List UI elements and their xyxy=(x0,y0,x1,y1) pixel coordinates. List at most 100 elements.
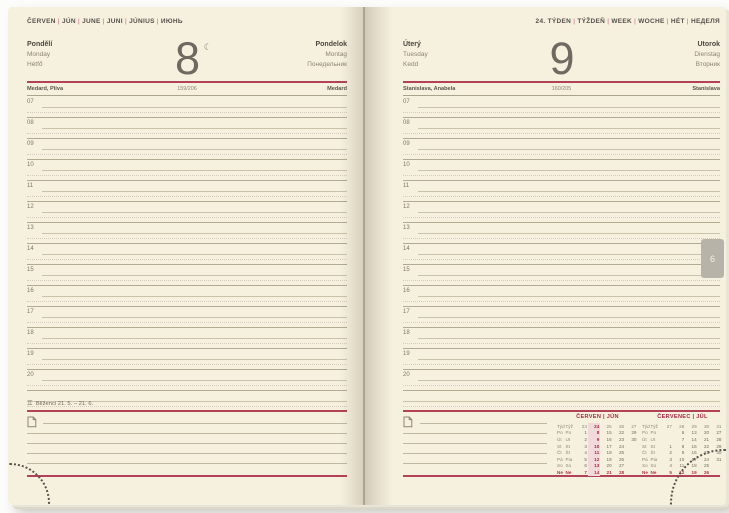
hour-label: 18 xyxy=(27,330,34,336)
hour-row: 19 xyxy=(27,349,347,370)
hour-label: 19 xyxy=(403,351,410,357)
notes-line xyxy=(420,423,547,424)
hour-row: 09 xyxy=(403,139,720,160)
mini-calendar-row: Po Po 6 13 20 27 xyxy=(642,430,722,436)
hour-label: 08 xyxy=(403,120,410,126)
hour-label: 09 xyxy=(403,141,410,147)
day-name-hu: Hétfő xyxy=(27,61,43,68)
day-name-hu: Kedd xyxy=(403,61,419,68)
notes-line xyxy=(43,423,347,424)
hour-row: 10 xyxy=(27,160,347,181)
mini-calendar-row: Út Ut 7 14 21 28 xyxy=(642,436,722,442)
week-header: 24. TÝDEN | TÝŽDEŇ | WEEK | WOCHE | HÉT … xyxy=(535,18,720,25)
hour-label: 18 xyxy=(403,330,410,336)
hour-row: 17 xyxy=(403,307,720,328)
hour-row: 11 xyxy=(403,181,720,202)
hour-label: 20 xyxy=(403,372,410,378)
day-name-de: Dienstag xyxy=(694,51,720,58)
mini-calendar-title: ČERVENEC | JÚL xyxy=(657,414,708,420)
hour-label: 15 xyxy=(403,267,410,273)
hour-row: 17 xyxy=(27,307,347,328)
hour-row: 08 xyxy=(403,118,720,139)
hour-row: 20 xyxy=(27,370,347,391)
nameday-left: Medard, Plíva xyxy=(27,86,64,92)
day-name-de: Montag xyxy=(325,51,347,58)
hour-label: 09 xyxy=(27,141,34,147)
hour-row: 07 xyxy=(403,97,720,118)
notes-line xyxy=(403,433,547,434)
mini-calendar-row: St St 1 8 15 22 29 xyxy=(642,443,722,449)
note-icon xyxy=(403,415,413,433)
hour-row: 10 xyxy=(403,160,720,181)
corner-perforation-left xyxy=(8,463,50,505)
zodiac-rule xyxy=(403,410,720,412)
hour-row: 07 xyxy=(27,97,347,118)
mini-calendar-row: So So 6 13 20 27 xyxy=(557,462,625,470)
zodiac-rule xyxy=(27,410,347,412)
hour-label: 16 xyxy=(27,288,34,294)
hour-grid: 07 08 09 10 11 12 13 14 15 16 17 18 19 20 xyxy=(27,97,347,412)
nameday-left: Stanislava, Anabela xyxy=(403,86,456,92)
notes-line xyxy=(403,453,547,454)
day-name-ru: Понедельник xyxy=(307,61,347,68)
hour-label: 17 xyxy=(403,309,410,315)
hour-label: 12 xyxy=(27,204,34,210)
mini-calendar-row: Týd Týž 23 24 25 26 27 xyxy=(557,423,637,430)
gutter-seam xyxy=(363,7,365,505)
month-header: ČERVEN | JÚN | JUNE | JUNI | JÚNIUS | ИЮ… xyxy=(27,18,183,25)
note-icon xyxy=(27,415,37,433)
hour-row: 12 xyxy=(27,202,347,223)
hour-row: 15 xyxy=(403,265,720,286)
hour-label: 10 xyxy=(403,162,410,168)
day-name-en: Monday xyxy=(27,51,51,58)
hour-label: 07 xyxy=(27,99,34,105)
day-names-left: Pondělí Monday Hétfő xyxy=(27,40,52,70)
nameday-rule xyxy=(403,95,720,96)
hour-row: 16 xyxy=(27,286,347,307)
mini-calendar-row: Týd Týž 27 28 29 30 31 xyxy=(642,423,722,429)
left-page: ČERVEN | JÚN | JUNE | JUNI | JÚNIUS | ИЮ… xyxy=(8,7,364,505)
hour-label: 07 xyxy=(403,99,410,105)
day-of-year-counter: 159/206 xyxy=(177,86,197,92)
day-names-left: Úterý Tuesday Kedd xyxy=(403,40,428,70)
blank-row xyxy=(403,391,720,412)
hour-label: 17 xyxy=(27,309,34,315)
day-name-cz: Pondělí xyxy=(27,41,53,48)
notes-line xyxy=(27,443,347,444)
notes-line xyxy=(27,433,347,434)
hour-row: 12 xyxy=(403,202,720,223)
nameday-right: Medard xyxy=(327,86,347,92)
hour-label: 16 xyxy=(403,288,410,294)
bottom-rule xyxy=(403,475,720,477)
day-number: 9 xyxy=(549,33,574,84)
day-names-right: Utorok Dienstag Вторник xyxy=(694,40,720,70)
nameday-rule xyxy=(27,95,347,96)
hour-label: 13 xyxy=(27,225,34,231)
hour-row: 14 xyxy=(27,244,347,265)
moon-phase-icon: ☾ xyxy=(203,42,212,52)
hour-row: 18 xyxy=(403,328,720,349)
nameday-right: Stanislava xyxy=(692,86,720,92)
hour-label: 14 xyxy=(403,246,410,252)
mini-calendar-row: Út Ut 2 9 16 23 30 xyxy=(557,436,637,443)
diary-spread: ČERVEN | JÚN | JUNE | JUNI | JÚNIUS | ИЮ… xyxy=(8,7,726,505)
day-name-cz: Úterý xyxy=(403,41,421,48)
hour-label: 12 xyxy=(403,204,410,210)
hour-row: 16 xyxy=(403,286,720,307)
hour-row: 09 xyxy=(27,139,347,160)
hour-label: 11 xyxy=(27,183,34,189)
hour-row: 14 xyxy=(403,244,720,265)
hour-row: 19 xyxy=(403,349,720,370)
mini-calendar-row: Pá Pia 5 12 19 26 xyxy=(557,455,625,463)
header-rule xyxy=(27,81,347,83)
day-name-sk: Pondelok xyxy=(315,41,347,48)
hour-row: 13 xyxy=(27,223,347,244)
mini-calendar-row: Čt Št 4 11 18 25 xyxy=(557,449,625,456)
gemini-icon: ♊ xyxy=(27,400,33,407)
day-number: 8 xyxy=(174,33,200,84)
day-names-right: Pondelok Montag Понедельник xyxy=(307,40,347,70)
bottom-rule xyxy=(27,475,347,477)
hour-label: 20 xyxy=(27,372,34,378)
mini-calendar-title: ČERVEN | JÚN xyxy=(576,414,619,420)
hour-row: 13 xyxy=(403,223,720,244)
